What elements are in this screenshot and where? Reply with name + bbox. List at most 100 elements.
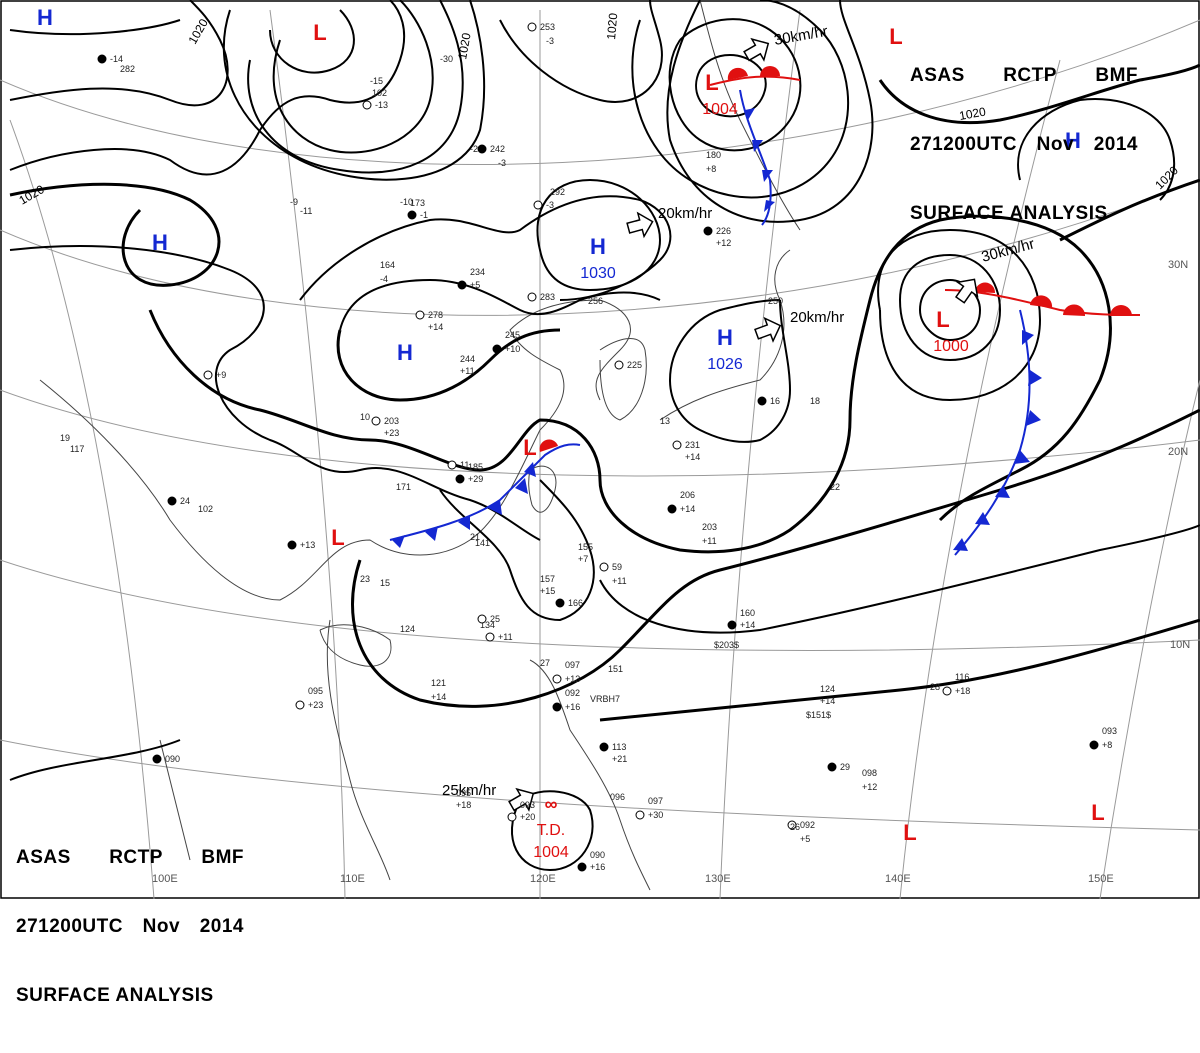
station-value: +10 <box>505 344 520 354</box>
header-time: 271200UTC <box>16 915 123 938</box>
isobar-inner-low <box>270 10 354 73</box>
isobar-value: 1020 <box>604 12 620 40</box>
station-plot: 29 <box>828 762 850 772</box>
station-value: 124 <box>400 624 415 634</box>
station-plot: 090 <box>590 850 605 860</box>
station-plot: +15 <box>540 586 555 596</box>
station-value: +5 <box>470 280 480 290</box>
station-value: 24 <box>180 496 190 506</box>
station-plot: 157 <box>540 574 555 584</box>
station-plot: 18 <box>810 396 820 406</box>
station-value: 26 <box>790 822 800 832</box>
station-value: -4 <box>380 274 388 284</box>
station-plot: -3 <box>546 36 554 46</box>
station-plot: +30 <box>636 810 663 820</box>
station-circle <box>528 293 536 301</box>
station-plot: 097 <box>648 796 663 806</box>
station-value: 19 <box>60 433 70 443</box>
station-plot: 117 <box>70 444 84 454</box>
station-plot: 095 <box>308 686 323 696</box>
isobar <box>300 196 670 300</box>
station-value: 29 <box>840 762 850 772</box>
station-value: 15 <box>380 578 390 588</box>
station-plot: 124 <box>820 684 835 694</box>
station-value: 59 <box>612 562 622 572</box>
station-value: 090 <box>165 754 180 764</box>
station-value: 124 <box>820 684 835 694</box>
station-plot: 092 <box>565 688 580 698</box>
station-value: 27 <box>540 658 550 668</box>
low-symbol: L <box>903 820 916 845</box>
station-circle <box>600 563 608 571</box>
center-pressure: 1030 <box>580 265 616 282</box>
station-value: 117 <box>70 444 84 454</box>
low-symbol: L <box>523 435 536 460</box>
station-circle <box>456 475 464 483</box>
station-plot: -30 <box>440 54 453 64</box>
cold-front-triangle <box>1028 370 1042 386</box>
station-circle <box>478 615 486 623</box>
header-month: Nov <box>143 915 180 938</box>
station-plot: +23 <box>384 428 399 438</box>
isobar-value: 1020 <box>17 182 47 208</box>
station-circle <box>486 633 494 641</box>
station-plot: $203$ <box>714 640 739 650</box>
td-label: T.D. <box>537 822 565 839</box>
station-circle <box>668 505 676 513</box>
station-plot: +11 <box>460 366 475 376</box>
station-plot: 173 <box>410 198 425 208</box>
station-value: +16 <box>590 862 605 872</box>
station-plot: +18 <box>943 686 970 696</box>
station-value: -3 <box>546 36 554 46</box>
isobar <box>600 620 1200 720</box>
station-circle <box>448 461 456 469</box>
station-value: 093 <box>1102 726 1117 736</box>
station-plot: 121 <box>431 678 446 688</box>
station-circle <box>556 599 564 607</box>
station-value: 093 <box>520 800 535 810</box>
station-value: 097 <box>648 796 663 806</box>
station-value: 244 <box>460 354 475 364</box>
station-value: $151$ <box>806 710 831 720</box>
station-value: +11 <box>612 576 627 586</box>
station-plot: +8 <box>706 164 716 174</box>
station-value: +16 <box>565 702 580 712</box>
station-plot: 116 <box>955 672 969 682</box>
header-time: 271200UTC <box>910 133 1017 156</box>
station-plot: -11 <box>300 206 312 216</box>
station-plot: 28 <box>930 682 940 692</box>
station-value: 18 <box>810 396 820 406</box>
low-symbol: L <box>936 307 949 332</box>
station-plot: 151 <box>608 664 623 674</box>
station-plot: 59 <box>600 562 622 572</box>
station-plot: 160 <box>740 608 755 618</box>
low-indochina: L <box>331 525 344 550</box>
warm-front-bump <box>760 66 780 76</box>
station-value: 13 <box>660 416 670 426</box>
station-plot: 245 <box>505 330 520 340</box>
station-plot: 203 <box>372 416 399 426</box>
station-plot: 093 <box>1102 726 1117 736</box>
station-value: +13 <box>300 540 315 550</box>
movement-speed: 20km/hr <box>790 309 844 326</box>
station-plot: 090 <box>153 754 180 764</box>
station-value: +14 <box>820 696 835 706</box>
station-plot: 10 <box>360 412 370 422</box>
station-plot: +11 <box>612 576 627 586</box>
station-value: 23 <box>360 574 370 584</box>
warm-front-bump <box>1030 295 1052 308</box>
station-value: -9 <box>290 197 298 207</box>
station-circle <box>600 743 608 751</box>
header-product: ASAS <box>910 64 965 87</box>
station-value: 121 <box>431 678 446 688</box>
station-plot: +16 <box>578 862 605 872</box>
station-value: 242 <box>490 144 505 154</box>
station-value: 226 <box>716 226 731 236</box>
station-value: +23 <box>384 428 399 438</box>
warm-front-bump <box>975 283 995 293</box>
center-pressure: 1004 <box>702 101 738 118</box>
station-value: 155 <box>578 542 593 552</box>
station-value: 25 <box>490 614 500 624</box>
station-plot: 164 <box>380 260 395 270</box>
